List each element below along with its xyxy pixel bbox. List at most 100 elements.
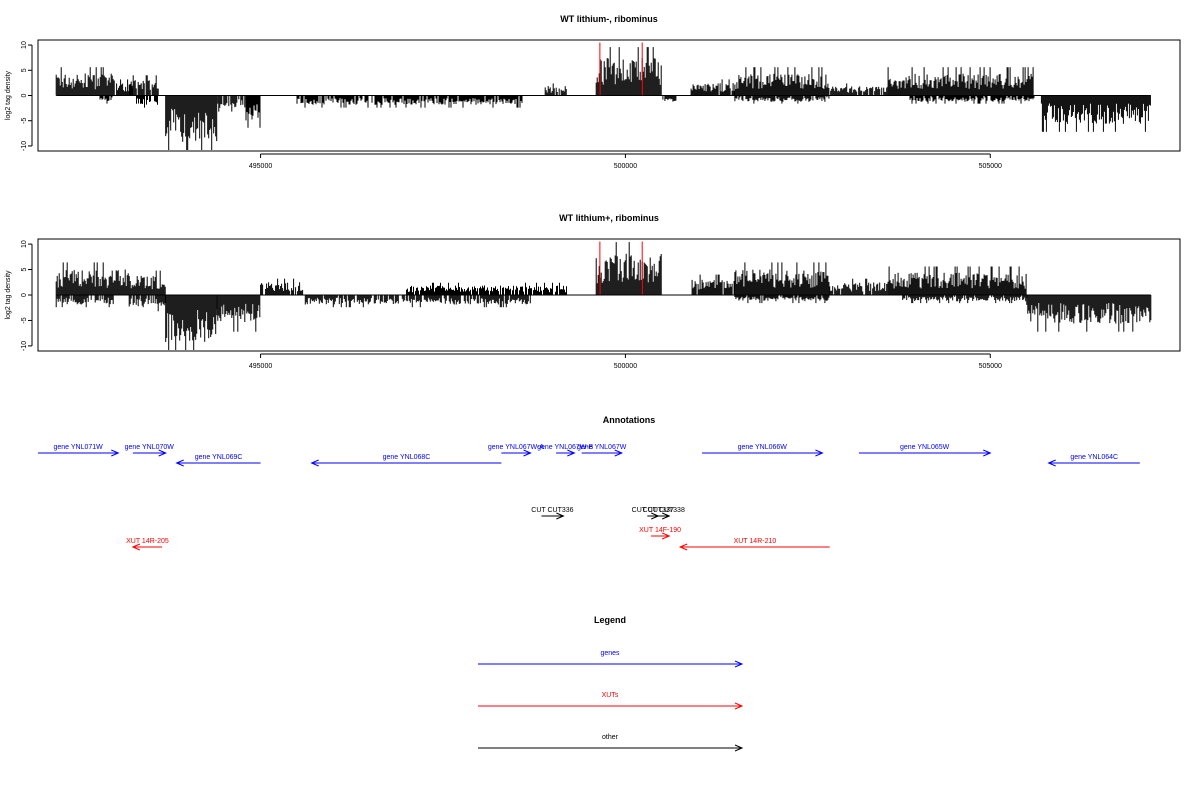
signal-segment	[595, 242, 662, 295]
signal-segment	[128, 75, 159, 96]
signal-segment	[245, 95, 261, 128]
y-tick-label: -10	[21, 341, 28, 351]
annotation-feature: CUT CUT338	[643, 507, 685, 520]
annotation-feature: gene YNL069C	[175, 454, 261, 467]
annotation-feature: XUT 14F-190	[639, 527, 681, 540]
feature-label: gene YNL066W	[738, 444, 788, 451]
annotation-feature: gene YNL067W-B	[537, 444, 594, 457]
feature-label: XUT 14R-210	[734, 538, 777, 545]
y-tick-label: 5	[21, 68, 28, 72]
x-tick-label: 505000	[979, 163, 1002, 170]
feature-label: CUT CUT338	[643, 507, 685, 514]
arrow-head	[662, 532, 671, 540]
legend-item: other	[478, 734, 744, 752]
y-tick-label: 10	[21, 240, 28, 248]
signal-segment	[99, 95, 113, 104]
x-tick-label: 500000	[614, 363, 637, 370]
arrow-head	[662, 512, 671, 520]
y-tick-label: 0	[21, 93, 28, 97]
feature-label: CUT CUT337	[632, 507, 674, 514]
arrow-head	[1047, 459, 1056, 467]
annotation-feature: XUT 14R-210	[678, 538, 830, 551]
feature-label: gene YNL064C	[1070, 454, 1118, 461]
annotation-feature: gene YNL067W	[577, 444, 627, 457]
track-panel-lithium-minus: WT lithium-, ribominus log2 tag density …	[5, 14, 1181, 170]
x-tick-label: 495000	[249, 163, 272, 170]
legend-label: other	[602, 734, 619, 741]
feature-label: XUT 14R-205	[126, 538, 169, 545]
signal-segment	[55, 67, 115, 96]
signal-segment	[55, 295, 114, 308]
annotations-panel: Annotations gene YNL071W gene YNL070W gene…	[38, 415, 1140, 551]
y-tick-label: -5	[21, 118, 28, 124]
annotation-feature: gene YNL064C	[1047, 454, 1140, 467]
signal-segment	[662, 95, 677, 102]
arrow-head	[734, 660, 744, 668]
signal-segment	[128, 295, 166, 312]
signal-segment	[406, 282, 567, 295]
signal-segment	[165, 95, 218, 150]
feature-label: gene YNL065W	[900, 444, 950, 451]
feature-label: gene YNL071W	[53, 444, 103, 451]
signal-segment	[887, 266, 1027, 295]
signal-segment	[734, 67, 830, 96]
track-panel-lithium-plus: WT lithium+, ribominus log2 tag density …	[5, 213, 1181, 370]
signal-segment	[902, 295, 1028, 304]
arrow-head	[614, 449, 624, 457]
arrow-head	[678, 543, 688, 551]
legend-item: XUTs	[478, 692, 744, 710]
signal-segment	[734, 295, 830, 304]
arrow-head	[734, 702, 744, 710]
signal-segment	[216, 295, 261, 332]
legend-item: genes	[478, 650, 744, 668]
annotation-feature: gene YNL070W	[125, 444, 175, 457]
y-tick-label: 0	[21, 293, 28, 297]
arrow-head	[158, 449, 167, 457]
signal-segment	[304, 295, 531, 308]
y-tick-label: -5	[21, 317, 28, 323]
signal-segment	[128, 270, 166, 295]
signal-segment	[830, 83, 889, 96]
plot-frame	[37, 238, 1181, 352]
signal-segment	[734, 95, 830, 104]
annotation-feature: XUT 14R-205	[126, 538, 169, 551]
track-title: WT lithium+, ribominus	[559, 213, 659, 223]
arrow-head	[556, 512, 565, 520]
y-tick-label: 10	[21, 41, 28, 49]
feature-label: CUT CUT336	[531, 507, 573, 514]
x-tick-label: 495000	[249, 363, 272, 370]
annotation-feature: gene YNL065W	[858, 444, 992, 457]
signal-segment	[690, 79, 735, 96]
arrow-head	[567, 449, 576, 457]
x-tick-label: 500000	[614, 163, 637, 170]
annotations-title: Annotations	[603, 415, 656, 425]
feature-label: gene YNL068C	[383, 454, 431, 461]
signal-segment	[296, 95, 523, 108]
arrow-head	[111, 449, 120, 457]
legend-label: genes	[600, 650, 620, 657]
annotation-feature: gene YNL066W	[702, 444, 824, 457]
arrow-head	[734, 744, 744, 752]
annotation-feature: CUT CUT336	[531, 507, 574, 520]
annotation-feature: gene YNL067W-A	[488, 444, 544, 457]
signal-segment	[55, 262, 129, 295]
annotation-feature: gene YNL068C	[310, 454, 502, 467]
feature-label: gene YNL070W	[125, 444, 175, 451]
y-tick-label: 5	[21, 267, 28, 271]
annotation-feature: gene YNL071W	[38, 444, 120, 457]
y-axis-label: log2 tag density	[5, 70, 12, 120]
signal-segment	[887, 67, 1034, 96]
legend-label: XUTs	[602, 692, 619, 699]
signal-segment	[260, 278, 304, 295]
feature-label: XUT 14F-190	[639, 527, 681, 534]
feature-label: gene YNL067W-A	[488, 444, 544, 451]
signal-segment	[691, 274, 735, 295]
signal-segment	[909, 95, 1035, 104]
arrow-head	[131, 543, 141, 551]
plot-frame	[37, 39, 1181, 152]
signal-segment	[544, 83, 567, 96]
signal-segment	[136, 95, 158, 108]
y-tick-label: -10	[21, 141, 28, 151]
arrow-head	[175, 459, 184, 467]
